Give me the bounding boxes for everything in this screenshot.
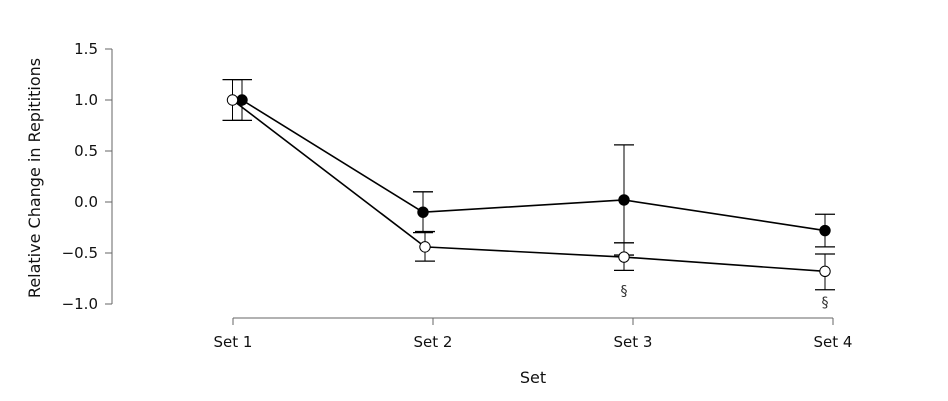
series-line bbox=[232, 99, 826, 273]
x-tick-label: Set 1 bbox=[214, 333, 253, 351]
x-tick-label: Set 3 bbox=[614, 333, 653, 351]
series-open bbox=[222, 78, 835, 291]
series-layer bbox=[222, 78, 835, 291]
y-axis: 1.5 1.0 0.5 0.0 −0.5 −1.0 bbox=[62, 40, 113, 313]
data-point bbox=[419, 241, 431, 253]
x-axis-title: Set bbox=[520, 368, 546, 387]
series-filled bbox=[232, 78, 835, 256]
x-tick-label: Set 2 bbox=[414, 333, 453, 351]
series-line bbox=[241, 99, 826, 232]
y-axis-title: Relative Change in Repititions bbox=[25, 58, 44, 298]
data-point bbox=[226, 94, 239, 106]
y-tick-label: −0.5 bbox=[62, 244, 98, 262]
y-tick-label: −1.0 bbox=[62, 295, 98, 313]
y-tick-label: 0.5 bbox=[74, 142, 98, 160]
significance-marker: § bbox=[822, 295, 829, 311]
data-point bbox=[618, 251, 630, 263]
data-point bbox=[417, 206, 429, 218]
y-tick-label: 1.0 bbox=[74, 91, 98, 109]
annotation-layer: §§ bbox=[621, 284, 829, 311]
data-point bbox=[819, 224, 831, 237]
significance-marker: § bbox=[621, 284, 628, 300]
data-point bbox=[618, 194, 630, 206]
data-point bbox=[819, 265, 831, 278]
x-axis: Set 1 Set 2 Set 3 Set 4 bbox=[214, 317, 853, 351]
y-tick-label: 0.0 bbox=[74, 193, 98, 211]
x-tick-label: Set 4 bbox=[814, 333, 853, 351]
y-tick-label: 1.5 bbox=[74, 40, 98, 58]
